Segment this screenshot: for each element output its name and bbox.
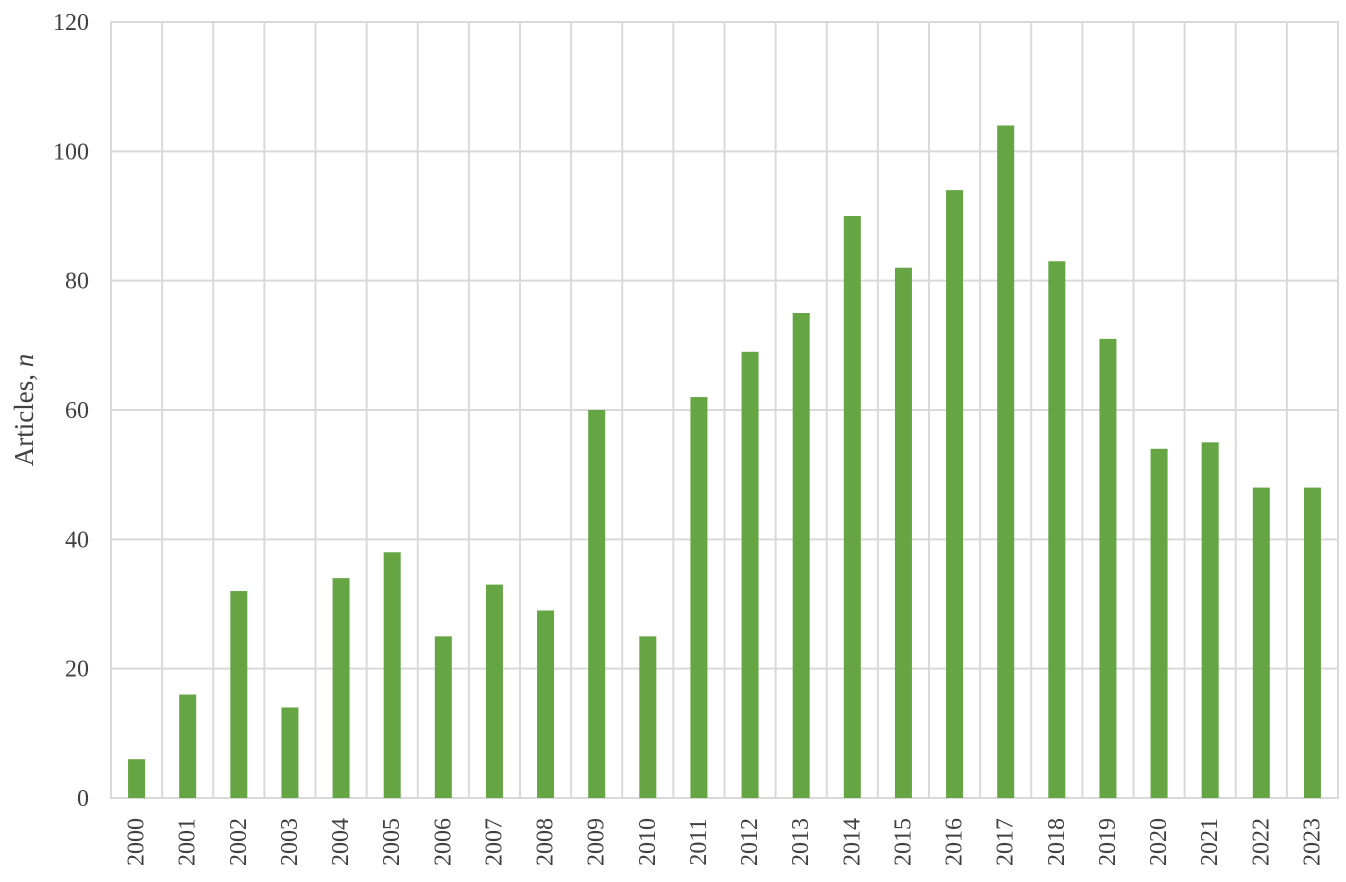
y-tick-label: 20 bbox=[65, 657, 89, 683]
bar-2001 bbox=[179, 694, 197, 798]
x-axis-tick-labels: 2000 2001 2002 2003 2004 2005 2006 2007 2008 2009… bbox=[124, 818, 1326, 866]
x-tick-label: 2015 bbox=[890, 818, 916, 866]
x-tick-label: 2006 bbox=[430, 818, 456, 866]
bar-2010 bbox=[639, 636, 657, 798]
y-axis-title-italic: n bbox=[9, 354, 39, 368]
bar-2016 bbox=[946, 190, 964, 799]
x-tick-label: 2008 bbox=[533, 818, 559, 866]
bar-2013 bbox=[792, 313, 810, 798]
x-tick-label: 2011 bbox=[686, 818, 712, 865]
plot-area-border bbox=[110, 21, 1339, 799]
x-tick-label: 2003 bbox=[277, 818, 303, 866]
x-tick-label: 2007 bbox=[481, 818, 507, 866]
y-axis-title-main: Articles, bbox=[9, 367, 39, 466]
x-tick-label: 2004 bbox=[328, 818, 354, 866]
bar-2015 bbox=[894, 267, 912, 798]
bar-2014 bbox=[843, 216, 861, 798]
x-tick-label: 2001 bbox=[175, 818, 201, 866]
x-tick-label: 2002 bbox=[226, 818, 252, 866]
x-tick-label: 2021 bbox=[1197, 818, 1223, 866]
y-tick-label: 60 bbox=[65, 398, 89, 424]
x-tick-label: 2014 bbox=[839, 818, 865, 866]
x-tick-label: 2017 bbox=[993, 818, 1019, 866]
bar-2009 bbox=[588, 410, 606, 798]
x-tick-label: 2018 bbox=[1044, 818, 1070, 866]
bar-2022 bbox=[1252, 487, 1270, 798]
bar-2019 bbox=[1099, 338, 1117, 798]
bar-2021 bbox=[1201, 442, 1219, 798]
bar-2017 bbox=[997, 125, 1015, 798]
bar-2005 bbox=[383, 552, 401, 798]
bar-2000 bbox=[128, 759, 146, 798]
y-tick-label: 40 bbox=[65, 527, 89, 553]
y-axis-title: Articles, n bbox=[9, 354, 39, 466]
grid bbox=[111, 21, 1338, 799]
y-axis-tick-labels: 0 20 40 60 80 100 120 bbox=[53, 10, 89, 812]
x-tick-label: 2013 bbox=[788, 818, 814, 866]
bar-2012 bbox=[741, 351, 759, 798]
x-tick-label: 2010 bbox=[635, 818, 661, 866]
bar-2018 bbox=[1048, 261, 1066, 798]
x-tick-label: 2012 bbox=[737, 818, 763, 866]
x-tick-label: 2020 bbox=[1146, 818, 1172, 866]
y-tick-label: 120 bbox=[53, 10, 89, 36]
x-tick-label: 2009 bbox=[584, 818, 610, 866]
bars bbox=[128, 125, 1321, 799]
bar-2006 bbox=[434, 636, 452, 798]
x-tick-label: 2005 bbox=[379, 818, 405, 866]
y-tick-label: 100 bbox=[53, 139, 89, 165]
x-tick-label: 2016 bbox=[942, 818, 968, 866]
bar-2007 bbox=[485, 584, 503, 798]
bar-2020 bbox=[1150, 448, 1168, 798]
bar-2023 bbox=[1303, 487, 1321, 798]
bar-2011 bbox=[690, 397, 708, 798]
bar-2003 bbox=[281, 707, 299, 798]
y-tick-label: 80 bbox=[65, 269, 89, 295]
x-tick-label: 2022 bbox=[1248, 818, 1274, 866]
x-tick-label: 2023 bbox=[1299, 818, 1325, 866]
bar-2004 bbox=[332, 578, 350, 798]
x-tick-label: 2019 bbox=[1095, 818, 1121, 866]
bar-2008 bbox=[537, 610, 555, 798]
x-tick-label: 2000 bbox=[124, 818, 150, 866]
y-tick-label: 0 bbox=[77, 786, 89, 812]
bar-2002 bbox=[230, 591, 248, 798]
